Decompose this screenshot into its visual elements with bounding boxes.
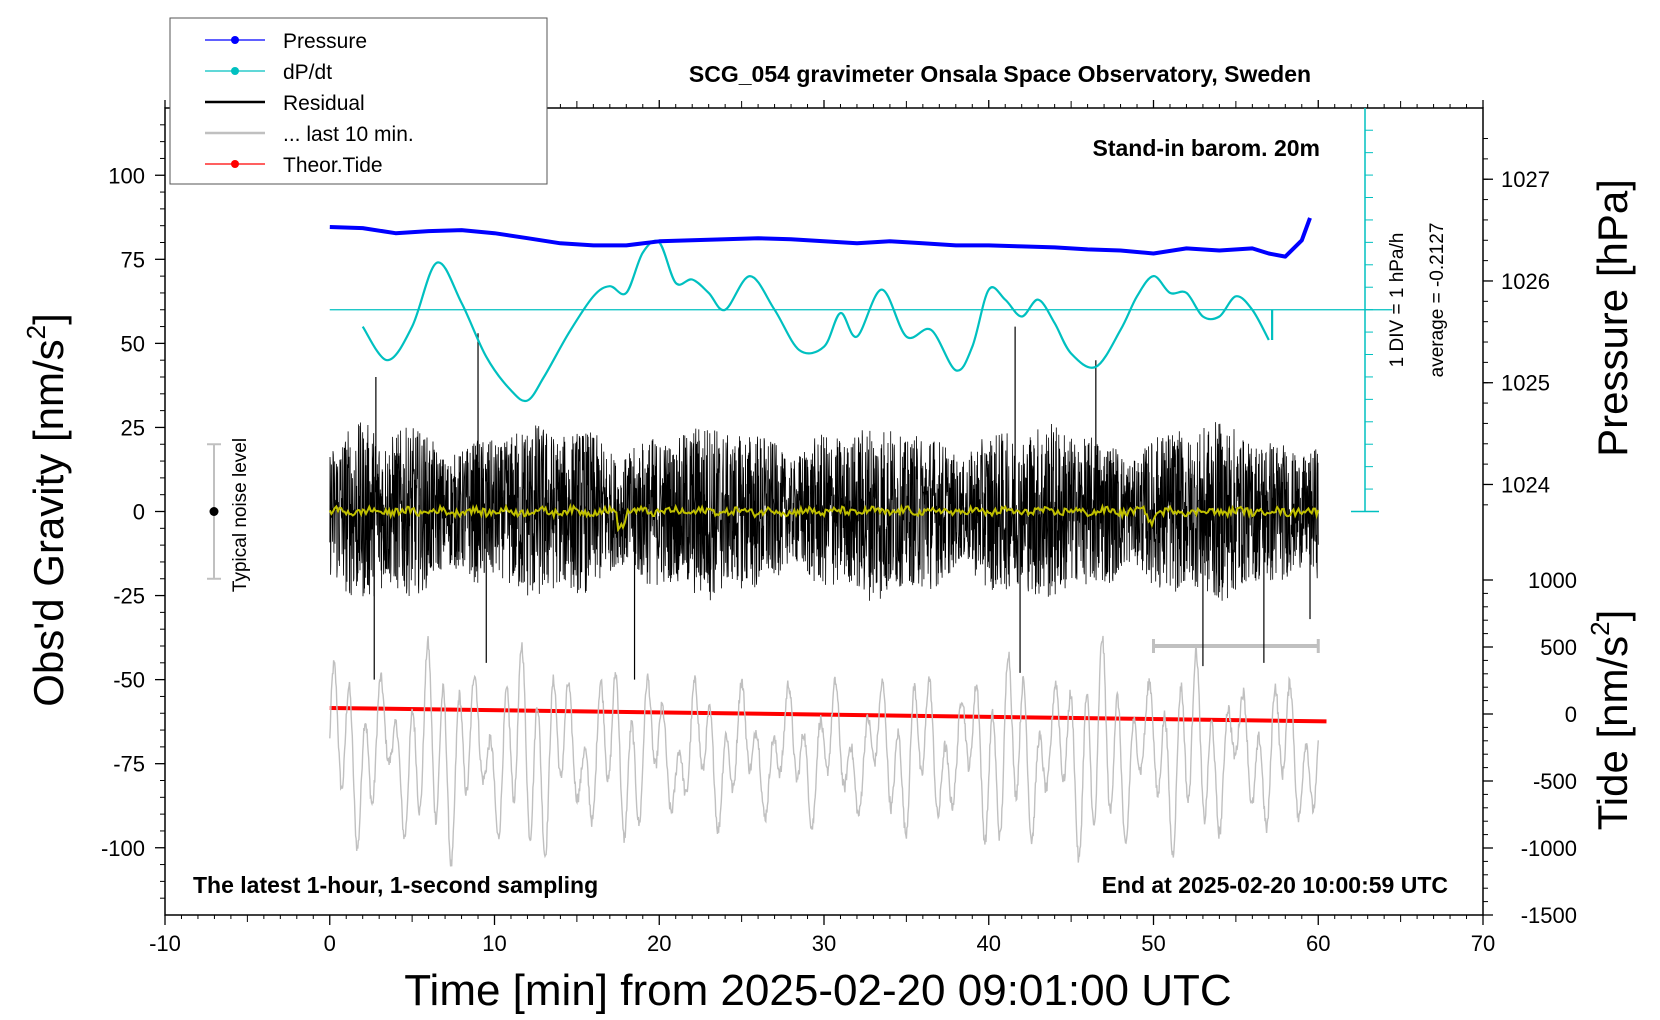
x-tick-label: 70 <box>1471 931 1495 956</box>
gravity-tick-label: 0 <box>133 500 145 525</box>
average-label: average = -0.2127 <box>1427 223 1448 378</box>
tide-line <box>329 705 1327 724</box>
x-tick-label: 50 <box>1141 931 1165 956</box>
x-tick-label: 20 <box>647 931 671 956</box>
end-time-label: End at 2025-02-20 10:00:59 UTC <box>1102 872 1448 898</box>
legend-label: dP/dt <box>283 61 332 84</box>
gravity-tick-label: 75 <box>121 247 145 272</box>
x-tick-label: 40 <box>977 931 1001 956</box>
legend-marker <box>231 67 239 75</box>
residual-series <box>329 326 1319 680</box>
tide-title-end: ] <box>1589 610 1636 622</box>
gravity-axis-ticks: 100 75 50 25 0 -25 -50 -75 -100 <box>101 124 165 899</box>
tide-tick-label: -1000 <box>1521 836 1577 861</box>
tide-tick-label: 0 <box>1565 702 1577 727</box>
mean-series <box>328 502 1320 533</box>
x-tick-label: -10 <box>149 931 181 956</box>
pressure-tick-label: 1025 <box>1501 371 1550 396</box>
legend-label: Pressure <box>283 30 367 53</box>
gravity-title-sup: 2 <box>21 325 51 339</box>
mean-line <box>328 502 1320 533</box>
x-tick-label: 10 <box>482 931 506 956</box>
tide-title-main: Tide [nm/s <box>1589 636 1636 831</box>
legend-marker <box>231 36 239 44</box>
gravity-tick-label: 100 <box>108 163 145 188</box>
gravity-tick-label: -75 <box>113 752 145 777</box>
gravity-title-main: Obs'd Gravity [nm/s <box>25 339 72 706</box>
annotations <box>207 443 221 580</box>
last-10-min-line <box>329 635 1319 867</box>
y-axis-title-pressure: Pressure [hPa] <box>1589 179 1636 457</box>
tide-tick-label: 500 <box>1540 635 1577 660</box>
x-axis-title: Time [min] from 2025-02-20 09:01:00 UTC <box>404 966 1231 1015</box>
pressure-tick-label: 1027 <box>1501 167 1550 192</box>
pressure-tick-label: 1024 <box>1501 472 1550 497</box>
chart-title: SCG_054 gravimeter Onsala Space Observat… <box>689 61 1311 87</box>
x-axis-ticks: -10 0 10 20 30 40 50 60 70 <box>149 100 1495 956</box>
legend-label: Residual <box>283 92 365 115</box>
tide-axis-ticks: 1000 500 0 -500 -1000 -1500 <box>1483 568 1577 928</box>
legend-label: Theor.Tide <box>283 154 383 177</box>
gravity-title-end: ] <box>25 313 72 325</box>
noise-level-label: Typical noise level <box>230 438 251 592</box>
legend-label: ... last 10 min. <box>283 123 414 146</box>
barometer-label: Stand-in barom. 20m <box>1093 135 1320 161</box>
legend: Pressure dP/dt Residual ... last 10 min. The… <box>169 17 548 185</box>
tide-series <box>329 705 1327 724</box>
y-axis-title-gravity: Obs'd Gravity [nm/s2] <box>21 313 72 707</box>
y-axis-title-tide: Tide [nm/s2] <box>1585 610 1636 831</box>
div-scale-label: 1 DIV = 1 hPa/h <box>1387 233 1408 368</box>
gravity-tick-label: 50 <box>121 331 145 356</box>
gravity-tick-label: -50 <box>113 668 145 693</box>
gravity-tick-label: -100 <box>101 836 145 861</box>
x-tick-label: 30 <box>812 931 836 956</box>
dpdt-series <box>329 108 1393 513</box>
tide-title-sup: 2 <box>1585 621 1615 635</box>
legend-marker <box>231 160 239 168</box>
last-10-min-series <box>329 635 1320 867</box>
x-tick-label: 60 <box>1306 931 1330 956</box>
tide-tick-label: -1500 <box>1521 903 1577 928</box>
gravity-tick-label: 25 <box>121 415 145 440</box>
tide-tick-label: -500 <box>1533 769 1577 794</box>
pressure-series <box>329 217 1312 259</box>
x-tick-label: 0 <box>324 931 336 956</box>
pressure-line <box>329 217 1312 259</box>
noise-level-dot <box>209 507 219 516</box>
sampling-note: The latest 1-hour, 1-second sampling <box>193 872 598 898</box>
gravity-tick-label: -25 <box>113 584 145 609</box>
residual-line <box>329 422 1319 601</box>
pressure-axis-ticks: 1027 1026 1025 1024 <box>1483 138 1550 506</box>
pressure-tick-label: 1026 <box>1501 269 1550 294</box>
tide-tick-label: 1000 <box>1528 568 1577 593</box>
dpdt-line <box>361 239 1270 403</box>
